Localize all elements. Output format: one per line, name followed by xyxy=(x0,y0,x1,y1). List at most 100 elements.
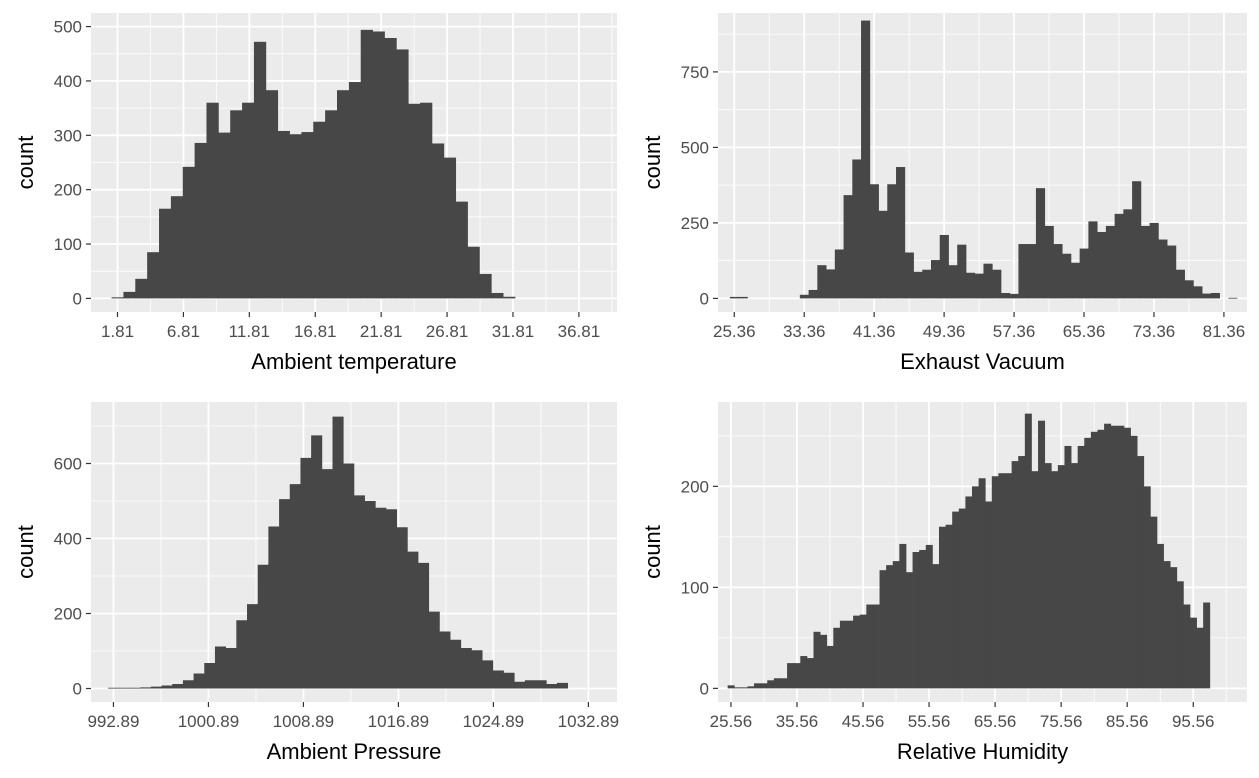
histogram-bar xyxy=(1077,445,1085,689)
histogram-bar xyxy=(343,463,355,689)
histogram-bar xyxy=(129,687,141,689)
histogram-bar xyxy=(740,687,748,689)
histogram-bar xyxy=(1088,221,1098,299)
histogram-bar xyxy=(1005,473,1013,689)
histogram-bar xyxy=(524,680,536,689)
histogram-bar xyxy=(546,684,558,689)
histogram-bar xyxy=(919,549,927,689)
histogram-bar xyxy=(861,20,871,299)
x-tick-label: 65.36 xyxy=(1063,322,1106,341)
histogram-bar xyxy=(1071,463,1079,689)
histogram-bar xyxy=(375,507,387,689)
x-tick-label: 31.81 xyxy=(492,322,535,341)
y-tick-label: 0 xyxy=(700,679,709,698)
histogram-bar xyxy=(939,234,949,299)
histogram-bar xyxy=(1057,465,1065,689)
y-tick-label: 500 xyxy=(54,18,82,37)
histogram-bar xyxy=(492,670,504,689)
histogram-bar xyxy=(460,648,472,689)
histogram-bar xyxy=(206,102,219,299)
histogram-bar xyxy=(384,38,397,299)
x-tick-label: 25.36 xyxy=(713,322,756,341)
histogram-bar xyxy=(1143,486,1151,689)
histogram-bar xyxy=(806,658,814,689)
histogram-bar xyxy=(503,296,516,299)
histogram-bar xyxy=(1210,292,1220,299)
x-tick-label: 6.81 xyxy=(167,322,200,341)
histogram-panel-3: 992.89 1000.89 1008.89 1016.89 1024.89 1032.8… xyxy=(13,402,619,764)
histogram-bar xyxy=(230,110,243,299)
histogram-bar xyxy=(407,551,419,689)
histogram-bar xyxy=(1175,269,1185,299)
histogram-bar xyxy=(257,564,269,689)
histogram-bar xyxy=(471,650,483,689)
histogram-bar xyxy=(887,184,897,299)
y-tick-label: 200 xyxy=(681,477,709,496)
histogram-bar xyxy=(1228,297,1238,299)
histogram-bar xyxy=(978,478,986,689)
x-tick-label: 65.56 xyxy=(974,712,1017,731)
histogram-bar xyxy=(1084,437,1092,689)
histogram-bar xyxy=(938,526,946,689)
histogram-bar xyxy=(455,201,468,299)
histogram-bar xyxy=(1070,262,1081,299)
histogram-bar xyxy=(1027,244,1037,299)
histogram-bar xyxy=(431,143,445,299)
y-tick-label: 750 xyxy=(681,63,709,82)
histogram-bar xyxy=(372,31,385,299)
histogram-bar xyxy=(336,90,350,299)
histogram-bar xyxy=(439,631,451,689)
histogram-bar xyxy=(834,249,844,299)
histogram-bar xyxy=(111,297,124,299)
histogram-bar xyxy=(1150,516,1158,689)
histogram-bar xyxy=(535,680,547,689)
histogram-bar xyxy=(843,195,853,299)
histogram-bar xyxy=(1183,604,1191,689)
x-tick-label: 1.81 xyxy=(101,322,134,341)
histogram-bar xyxy=(958,508,966,689)
histogram-bar xyxy=(899,543,907,689)
histogram-bar xyxy=(846,620,854,689)
x-axis-title: Ambient Pressure xyxy=(267,739,442,764)
histogram-bar xyxy=(826,645,834,689)
y-axis-title: count xyxy=(640,136,665,190)
histogram-bar xyxy=(1184,280,1194,299)
histogram-bar xyxy=(396,527,408,689)
x-tick-label: 85.56 xyxy=(1106,712,1149,731)
histogram-bar xyxy=(729,296,740,299)
histogram-bar xyxy=(869,184,879,299)
histogram-panel-4: 25.56 35.56 45.56 55.56 65.56 75.56 85.56 95.56… xyxy=(640,402,1247,764)
histogram-bar xyxy=(1062,253,1072,299)
histogram-bar xyxy=(727,685,735,689)
x-axis-title: Relative Humidity xyxy=(897,739,1068,764)
x-tick-label: 21.81 xyxy=(360,322,403,341)
histogram-bar xyxy=(321,469,333,689)
histogram-bar xyxy=(1123,427,1131,689)
histogram-bar xyxy=(1158,239,1168,299)
histogram-bar xyxy=(930,260,941,299)
histogram-bar xyxy=(1202,293,1212,299)
histogram-bar xyxy=(859,614,867,689)
y-tick-label: 0 xyxy=(73,680,82,699)
x-tick-label: 55.56 xyxy=(908,712,951,731)
histogram-bar xyxy=(808,289,818,299)
histogram-bar xyxy=(1123,209,1133,299)
x-tick-label: 1032.89 xyxy=(558,712,619,731)
x-tick-label: 49.36 xyxy=(923,322,966,341)
histogram-bar xyxy=(236,620,248,689)
histogram-bar xyxy=(1000,292,1011,299)
histogram-bar xyxy=(265,90,279,299)
histogram-bar xyxy=(974,273,984,299)
x-tick-label: 36.81 xyxy=(558,322,601,341)
histogram-bar xyxy=(1024,413,1032,689)
x-tick-label: 45.56 xyxy=(842,712,885,731)
histogram-bar xyxy=(311,435,323,689)
histogram-bar xyxy=(773,678,781,689)
histogram-bar xyxy=(1193,286,1203,299)
histogram-bar xyxy=(353,495,365,689)
histogram-bar xyxy=(1018,456,1026,689)
x-tick-label: 35.56 xyxy=(776,712,819,731)
y-axis-title: count xyxy=(13,136,38,190)
histogram-bar xyxy=(991,476,999,689)
